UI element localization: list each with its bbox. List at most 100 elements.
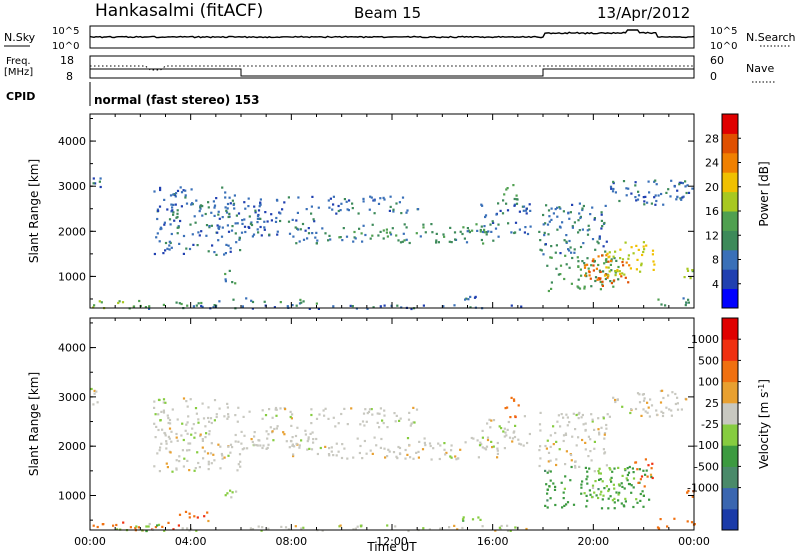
data-cell (587, 267, 590, 270)
y-tick-label: 1000 (58, 489, 86, 502)
data-cell (337, 209, 340, 213)
data-cell (528, 203, 531, 206)
data-cell (600, 211, 603, 214)
data-cell (175, 301, 178, 304)
data-cell (101, 523, 104, 526)
data-cell (256, 228, 259, 231)
data-cell (666, 525, 669, 528)
data-cell (396, 304, 399, 307)
data-cell (210, 442, 213, 445)
data-cell (603, 262, 606, 265)
data-cell (613, 279, 616, 282)
data-cell (554, 208, 557, 211)
data-cell (294, 525, 297, 528)
colorbar-segment (722, 249, 738, 270)
data-cell (229, 443, 233, 446)
data-cell (251, 300, 255, 304)
data-cell (636, 501, 639, 504)
data-cell (217, 210, 220, 213)
data-cell (617, 493, 620, 496)
data-cell (341, 239, 344, 242)
data-cell (497, 223, 500, 226)
data-cell (545, 204, 548, 207)
range-time-band (464, 295, 477, 301)
data-cell (615, 491, 618, 494)
data-cell (572, 503, 576, 506)
data-cell (557, 273, 560, 276)
data-cell (235, 214, 238, 217)
data-cell (207, 406, 210, 409)
data-cell (571, 435, 574, 438)
data-cell (302, 526, 305, 529)
data-cell (204, 425, 207, 428)
data-cell (235, 241, 238, 244)
data-cell (231, 225, 234, 228)
data-cell (207, 468, 210, 471)
data-cell (270, 219, 273, 222)
data-cell (642, 505, 645, 508)
range-time-band (590, 466, 628, 502)
data-cell (648, 191, 651, 194)
data-cell (665, 406, 668, 409)
data-cell (643, 248, 646, 251)
data-cell (581, 208, 584, 212)
data-cell (592, 258, 595, 261)
data-cell (595, 494, 598, 497)
data-cell (642, 494, 645, 497)
data-cell (379, 305, 382, 308)
data-cell (591, 486, 595, 489)
data-cell (369, 195, 372, 198)
data-cell (484, 448, 488, 451)
data-cell (373, 436, 376, 439)
data-cell (592, 264, 595, 267)
data-cell (365, 420, 368, 423)
data-cell (654, 179, 657, 182)
data-cell (178, 242, 181, 245)
data-cell (377, 202, 381, 205)
data-cell (417, 456, 420, 459)
data-cell (634, 196, 637, 199)
data-cell (392, 208, 395, 211)
data-cell (597, 496, 600, 500)
data-cell (186, 432, 189, 435)
data-cell (115, 523, 118, 527)
data-cell (232, 203, 235, 206)
data-cell (223, 253, 226, 256)
data-cell (538, 423, 542, 426)
time-axis-label: Time UT (366, 540, 417, 554)
data-cell (601, 280, 604, 283)
data-cell (226, 406, 229, 409)
data-cell (226, 224, 229, 227)
data-cell (304, 229, 307, 232)
data-cell (557, 414, 560, 417)
data-cell (233, 207, 236, 210)
data-cell (669, 195, 672, 198)
data-cell (642, 250, 645, 254)
data-cell (564, 475, 567, 478)
data-cell (386, 455, 389, 458)
data-cell (243, 201, 246, 204)
data-cell (590, 413, 593, 416)
data-cell (453, 524, 456, 527)
data-cell (554, 251, 557, 254)
data-cell (628, 465, 631, 469)
data-cell (643, 485, 646, 488)
data-cell (417, 450, 420, 453)
data-cell (96, 401, 99, 404)
data-cell (593, 218, 596, 221)
range-time-band (609, 179, 688, 206)
data-cell (269, 426, 272, 429)
colorbar-tick-label: 8 (712, 254, 719, 267)
data-cell (464, 441, 467, 444)
data-cell (569, 479, 572, 482)
data-cell (593, 491, 596, 494)
data-cell (117, 301, 120, 305)
data-cell (322, 409, 325, 412)
data-cell (221, 216, 224, 219)
data-cell (624, 497, 627, 500)
data-cell (591, 260, 594, 263)
data-cell (435, 232, 438, 235)
data-cell (167, 421, 170, 425)
data-cell (309, 432, 312, 435)
data-cell (480, 238, 483, 242)
